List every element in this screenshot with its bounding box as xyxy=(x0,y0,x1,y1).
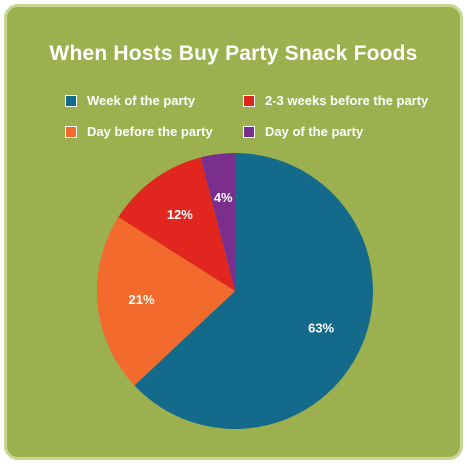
legend-item-day-of-party: Day of the party xyxy=(243,124,363,139)
slice-data-label: 12% xyxy=(167,207,193,222)
legend-item-day-before-party: Day before the party xyxy=(65,124,213,139)
legend-swatch xyxy=(243,125,255,138)
chart-card: When Hosts Buy Party Snack Foods Week of… xyxy=(4,4,463,460)
legend-swatch xyxy=(65,125,77,138)
chart-title: When Hosts Buy Party Snack Foods xyxy=(49,42,418,65)
legend-item-week-of-party: Week of the party xyxy=(65,93,195,108)
pie-slice-day-of-the-party xyxy=(200,153,235,291)
legend-label: 2-3 weeks before the party xyxy=(265,93,429,108)
legend-label: Day before the party xyxy=(87,124,213,139)
slice-data-label: 63% xyxy=(308,320,334,335)
legend-swatch xyxy=(65,94,77,107)
legend-label: Week of the party xyxy=(87,93,196,108)
pie-chart: 63% 21% 12% 4% xyxy=(97,153,373,429)
slice-data-label: 21% xyxy=(129,292,155,307)
legend-swatch xyxy=(243,94,255,107)
slice-data-label: 4% xyxy=(214,190,233,205)
legend-item-2-3-weeks-before: 2-3 weeks before the party xyxy=(243,93,428,108)
pie-slice-day-before-the-party xyxy=(97,217,235,386)
legend-label: Day of the party xyxy=(265,124,364,139)
pie-slice-week-of-the-party xyxy=(134,153,373,429)
pie-slice-2-3-weeks-before-the-party xyxy=(118,157,235,291)
